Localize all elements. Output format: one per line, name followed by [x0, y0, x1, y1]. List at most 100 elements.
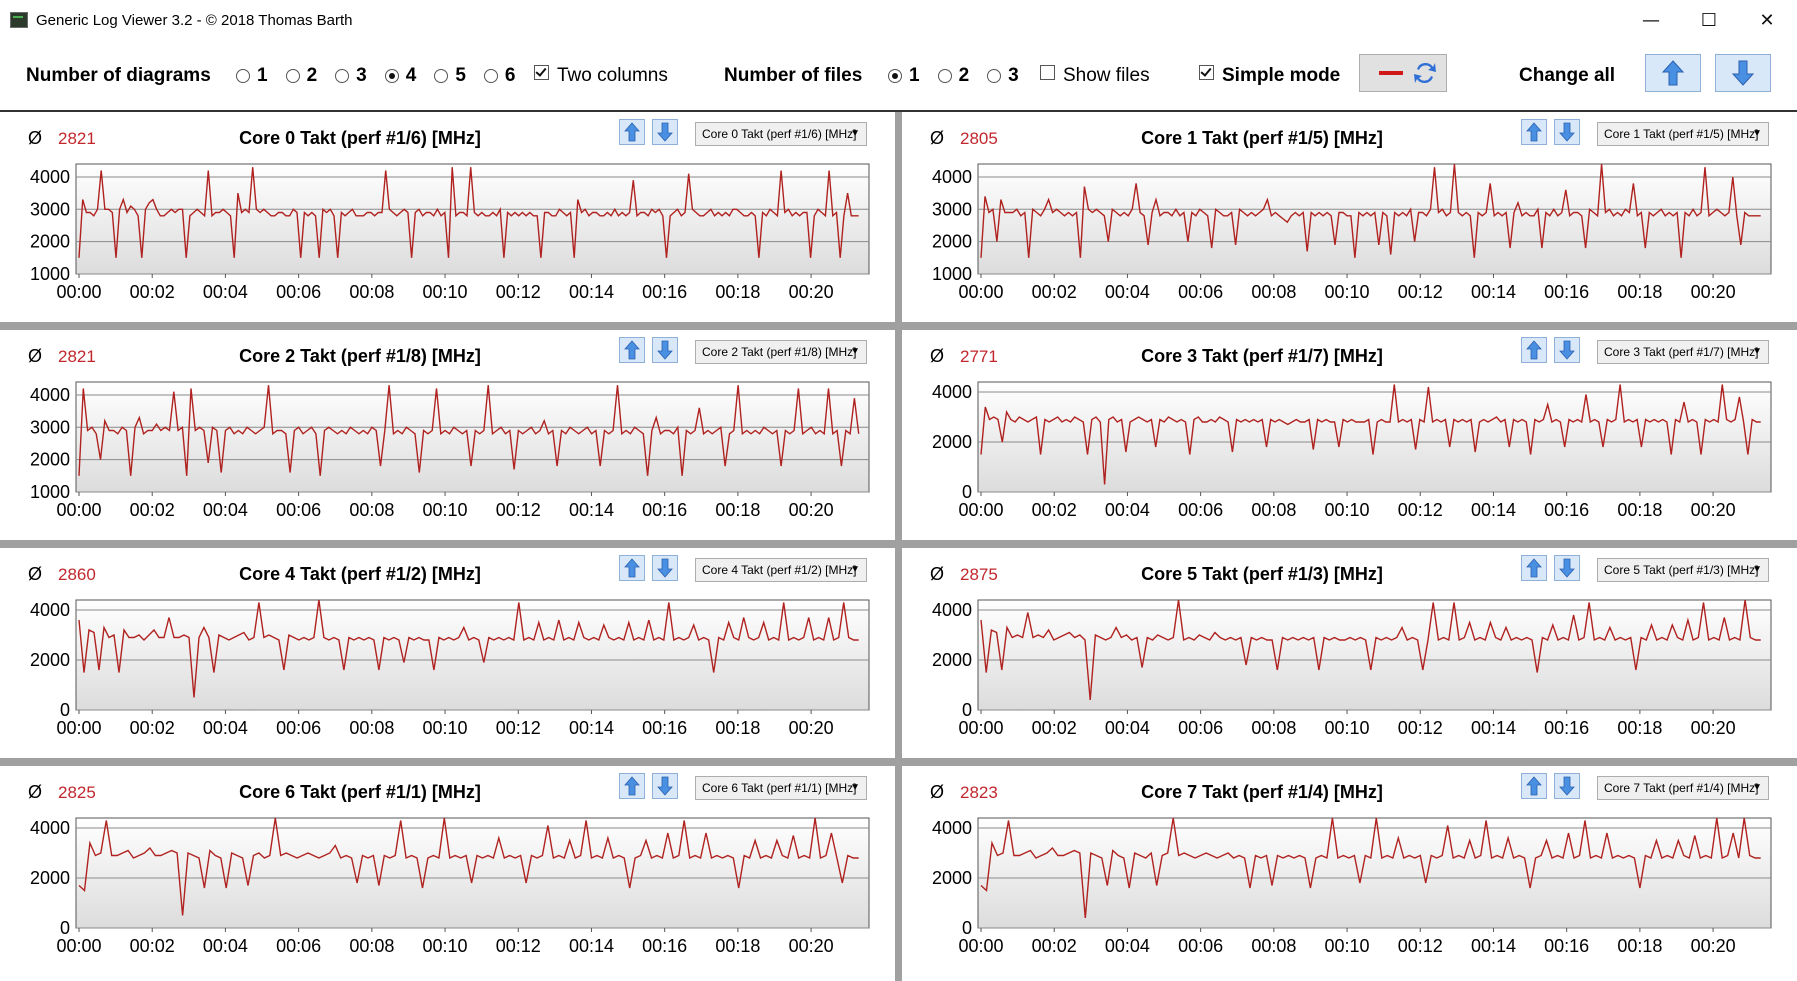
- row-separator[interactable]: [0, 758, 1797, 766]
- arrow-down-icon: [1559, 558, 1575, 578]
- average-value: 2825: [58, 783, 96, 802]
- x-tick-label: 00:04: [203, 500, 248, 520]
- chevron-down-icon: ▼: [1752, 564, 1762, 575]
- move-up-button[interactable]: [1521, 119, 1547, 145]
- y-tick-label: 0: [962, 700, 972, 720]
- y-tick-label: 3000: [30, 417, 70, 437]
- move-up-button[interactable]: [1521, 337, 1547, 363]
- move-up-button[interactable]: [1521, 773, 1547, 799]
- line-chart[interactable]: 0 2000 4000 00:00 00:02 00:04 00:06 00:08 00:10 0…: [902, 806, 1797, 976]
- diagram-radio-label: 4: [405, 65, 417, 86]
- series-select[interactable]: Core 1 Takt (perf #1/5) [MHz] ▼: [1597, 122, 1769, 146]
- two-columns-checkbox[interactable]: Two columns: [534, 40, 668, 112]
- series-select[interactable]: Core 7 Takt (perf #1/4) [MHz] ▼: [1597, 776, 1769, 800]
- average-value: 2805: [960, 129, 998, 148]
- x-tick-label: 00:06: [276, 936, 321, 956]
- arrow-down-icon: [657, 122, 673, 142]
- y-tick-label: 0: [60, 918, 70, 938]
- move-down-button[interactable]: [1554, 337, 1580, 363]
- move-up-button[interactable]: [619, 337, 645, 363]
- move-down-button[interactable]: [1554, 555, 1580, 581]
- radio-icon: [434, 69, 449, 83]
- arrow-down-icon: [657, 776, 673, 796]
- move-all-down-button[interactable]: [1715, 54, 1771, 92]
- series-select[interactable]: Core 6 Takt (perf #1/1) [MHz] ▼: [695, 776, 867, 800]
- y-tick-label: 2000: [932, 650, 972, 670]
- line-chart[interactable]: 0 2000 4000 00:00 00:02 00:04 00:06 00:08 00:10 0…: [902, 370, 1797, 540]
- line-chart[interactable]: 1000 2000 3000 4000 00:00 00:02 00:04 00:06 00:0…: [0, 370, 895, 540]
- series-line: [78, 385, 860, 476]
- line-chart[interactable]: 0 2000 4000 00:00 00:02 00:04 00:06 00:08 00:10 0…: [0, 588, 895, 758]
- diagram-radio-label: 1: [257, 65, 268, 86]
- simple-mode-checkbox[interactable]: Simple mode: [1199, 40, 1340, 112]
- move-down-button[interactable]: [652, 555, 678, 581]
- line-color-refresh-button[interactable]: [1359, 54, 1447, 92]
- plot-area: [75, 599, 870, 711]
- x-tick-label: 00:02: [130, 500, 175, 520]
- x-tick-label: 00:20: [789, 500, 834, 520]
- arrow-down-icon: [657, 558, 673, 578]
- x-tick-label: 00:06: [1178, 718, 1223, 738]
- diagram-radio-2[interactable]: 2: [285, 65, 317, 87]
- minimize-button[interactable]: —: [1642, 9, 1660, 31]
- x-tick-label: 00:16: [1544, 282, 1589, 302]
- x-tick-label: 00:14: [569, 282, 614, 302]
- show-files-label: Show files: [1063, 65, 1150, 86]
- diagram-panel: Ø 2823 Core 7 Takt (perf #1/4) [MHz] Core 7…: [902, 766, 1797, 976]
- diagram-radio-3[interactable]: 3: [335, 65, 367, 87]
- diagram-count-radio-group: 1 2 3 4 5 6: [236, 40, 533, 112]
- two-columns-label: Two columns: [557, 65, 668, 86]
- move-up-button[interactable]: [619, 119, 645, 145]
- file-radio-2[interactable]: 2: [937, 65, 969, 87]
- diagram-radio-1[interactable]: 1: [236, 65, 268, 87]
- red-line-refresh-icon: [1379, 62, 1436, 84]
- move-down-button[interactable]: [1554, 773, 1580, 799]
- x-tick-label: 00:18: [1617, 500, 1662, 520]
- x-tick-label: 00:12: [496, 282, 541, 302]
- row-separator[interactable]: [0, 322, 1797, 330]
- y-tick-label: 2000: [30, 650, 70, 670]
- move-all-up-button[interactable]: [1645, 54, 1701, 92]
- series-select[interactable]: Core 5 Takt (perf #1/3) [MHz] ▼: [1597, 558, 1769, 582]
- y-tick-label: 4000: [932, 818, 972, 838]
- x-tick-label: 00:10: [423, 282, 468, 302]
- series-select[interactable]: Core 0 Takt (perf #1/6) [MHz] ▼: [695, 122, 867, 146]
- file-radio-1[interactable]: 1: [888, 65, 920, 87]
- diagram-radio-5[interactable]: 5: [434, 65, 466, 87]
- move-down-button[interactable]: [652, 119, 678, 145]
- line-chart[interactable]: 1000 2000 3000 4000 00:00 00:02 00:04 00:06 00:0…: [902, 152, 1797, 322]
- close-button[interactable]: ✕: [1759, 9, 1775, 31]
- move-down-button[interactable]: [1554, 119, 1580, 145]
- series-select[interactable]: Core 2 Takt (perf #1/8) [MHz] ▼: [695, 340, 867, 364]
- plot-area: [977, 381, 1772, 493]
- move-down-button[interactable]: [652, 773, 678, 799]
- file-radio-3[interactable]: 3: [987, 65, 1019, 87]
- x-tick-label: 00:16: [1544, 500, 1589, 520]
- series-select[interactable]: Core 4 Takt (perf #1/2) [MHz] ▼: [695, 558, 867, 582]
- move-up-button[interactable]: [619, 555, 645, 581]
- x-tick-label: 00:02: [130, 936, 175, 956]
- x-tick-label: 00:00: [958, 500, 1003, 520]
- move-up-button[interactable]: [619, 773, 645, 799]
- diagram-radio-4[interactable]: 4: [384, 65, 417, 87]
- move-up-button[interactable]: [1521, 555, 1547, 581]
- series-select-value: Core 5 Takt (perf #1/3) [MHz]: [1604, 563, 1759, 577]
- show-files-checkbox[interactable]: Show files: [1040, 40, 1150, 112]
- arrow-down-icon: [1559, 340, 1575, 360]
- radio-icon: [285, 69, 300, 83]
- line-chart[interactable]: 0 2000 4000 00:00 00:02 00:04 00:06 00:08 00:10 0…: [902, 588, 1797, 758]
- x-tick-label: 00:00: [56, 718, 101, 738]
- line-chart[interactable]: 0 2000 4000 00:00 00:02 00:04 00:06 00:08 00:10 0…: [0, 806, 895, 976]
- average-value: 2860: [58, 565, 96, 584]
- arrow-up-icon: [1661, 60, 1685, 86]
- x-tick-label: 00:00: [56, 282, 101, 302]
- series-select[interactable]: Core 3 Takt (perf #1/7) [MHz] ▼: [1597, 340, 1769, 364]
- y-tick-label: 2000: [932, 232, 972, 252]
- x-tick-label: 00:14: [1471, 718, 1516, 738]
- maximize-button[interactable]: ☐: [1700, 9, 1718, 31]
- line-chart[interactable]: 1000 2000 3000 4000 00:00 00:02 00:04 00:06 00:0…: [0, 152, 895, 322]
- diagram-radio-6[interactable]: 6: [483, 65, 515, 87]
- move-down-button[interactable]: [652, 337, 678, 363]
- y-tick-label: 1000: [30, 482, 70, 502]
- row-separator[interactable]: [0, 540, 1797, 548]
